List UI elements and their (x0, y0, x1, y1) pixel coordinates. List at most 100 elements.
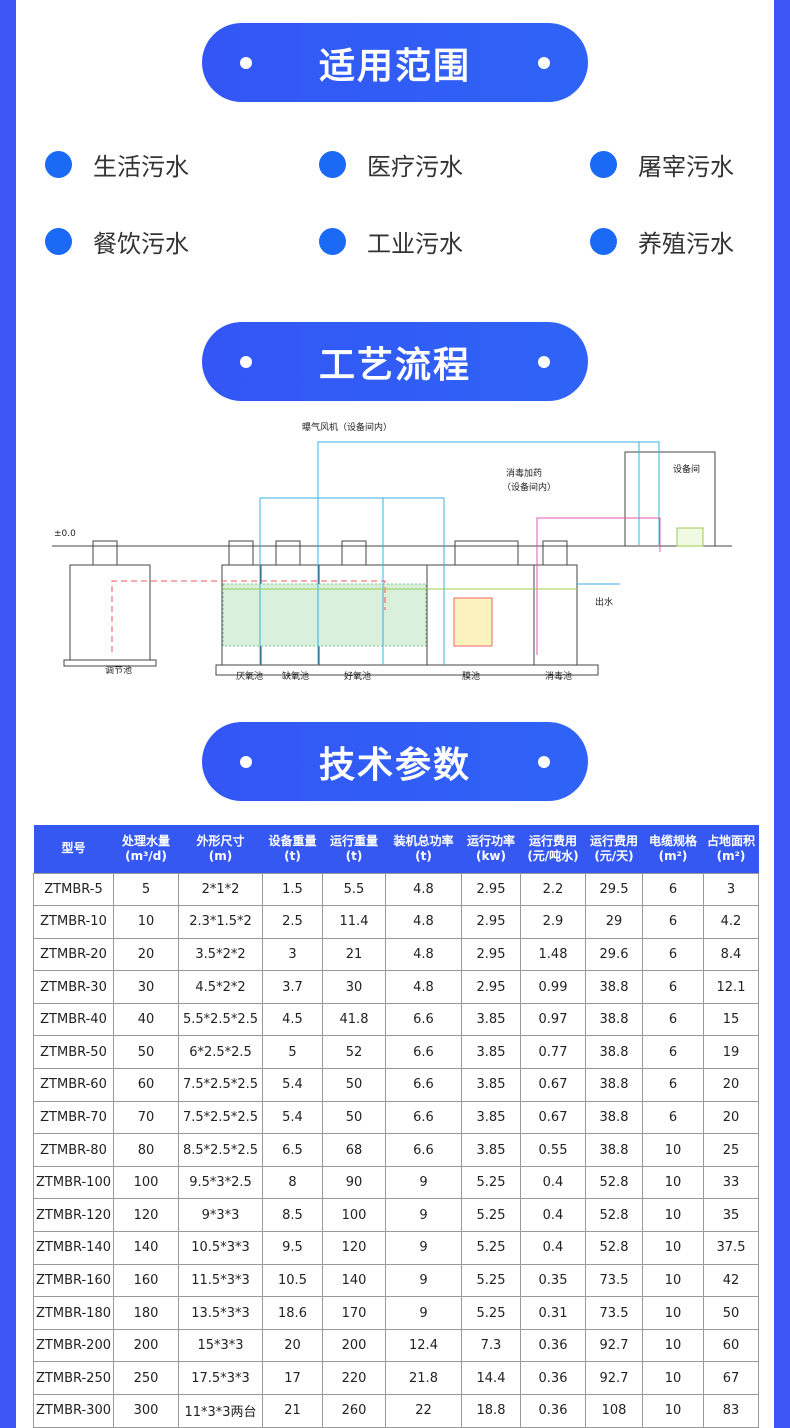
header-unit: (kw) (475, 848, 507, 863)
table-cell: 3.85 (461, 1002, 521, 1037)
table-cell: 3 (262, 937, 323, 972)
header-title: 运行费用 (528, 833, 577, 848)
table-cell: 0.77 (520, 1035, 586, 1070)
header-title: 处理水量 (121, 833, 170, 848)
table-cell: 6 (642, 970, 704, 1004)
table-cell: 140 (322, 1263, 386, 1298)
table-cell: 6 (642, 1100, 704, 1135)
table-cell: ZTMBR-160 (33, 1263, 114, 1298)
column-header: 运行费用 (元/天) (585, 825, 643, 873)
column-header: 运行费用 (元/吨水) (520, 825, 586, 873)
table-cell: 52.8 (585, 1198, 643, 1233)
table-cell: 2.9 (520, 905, 586, 939)
table-row: ZTMBR-180 180 13.5*3*3 18.6 170 9 5.25 0.31 73.5… (33, 1296, 759, 1330)
header-unit: (元/天) (594, 848, 634, 863)
tank-label: 厌氧池 (236, 672, 264, 682)
table-cell: 22 (385, 1394, 462, 1428)
table-cell: 180 (113, 1296, 179, 1330)
table-cell: 40 (113, 1002, 179, 1037)
table-row: ZTMBR-70 70 7.5*2.5*2.5 5.4 50 6.6 3.85 0.67 38.… (33, 1100, 759, 1135)
table-cell: 1.5 (262, 872, 323, 907)
table-cell: ZTMBR-70 (33, 1100, 114, 1135)
header-title: 运行功率 (466, 833, 515, 848)
table-cell: 10 (642, 1165, 704, 1200)
table-cell: 120 (322, 1231, 386, 1265)
table-cell: 0.55 (520, 1133, 586, 1167)
table-cell: 38.8 (585, 1002, 643, 1037)
table-cell: 29.6 (585, 937, 643, 972)
table-row: ZTMBR-40 40 5.5*2.5*2.5 4.5 41.8 6.6 3.85 0.97 3… (33, 1002, 759, 1037)
table-cell: 6 (642, 905, 704, 939)
column-header: 运行重量 (t) (322, 825, 386, 873)
table-cell: 41.8 (322, 1002, 386, 1037)
table-cell: 4.2 (703, 905, 759, 939)
table-cell: 1.48 (520, 937, 586, 972)
table-cell: 9.5 (262, 1231, 323, 1265)
table-cell: 7.3 (461, 1328, 521, 1363)
header-title: 外形尺寸 (196, 833, 245, 848)
scope-item-label: 生活污水 (93, 153, 189, 181)
table-cell: 37.5 (703, 1231, 759, 1265)
column-header: 设备重量 (t) (262, 825, 323, 873)
table-cell: 50 (322, 1068, 386, 1102)
table-cell: ZTMBR-50 (33, 1035, 114, 1070)
table-row: ZTMBR-250 250 17.5*3*3 17 220 21.8 14.4 0.36 92.… (33, 1361, 759, 1395)
table-cell: 35 (703, 1198, 759, 1233)
table-cell: 6*2.5*2.5 (178, 1035, 263, 1070)
header-title: 占地面积 (706, 833, 755, 848)
table-cell: 42 (703, 1263, 759, 1298)
table-cell: 8 (262, 1165, 323, 1200)
table-cell: 3.85 (461, 1133, 521, 1167)
table-cell: 29 (585, 905, 643, 939)
table-cell: ZTMBR-140 (33, 1231, 114, 1265)
table-cell: 6 (642, 1068, 704, 1102)
table-row: ZTMBR-100 100 9.5*3*2.5 8 90 9 5.25 0.4 52.8 10 33 (33, 1165, 759, 1200)
table-cell: 4.8 (385, 937, 462, 972)
section-title: 适用范围 (318, 45, 471, 87)
table-cell: 9 (385, 1165, 462, 1200)
table-cell: ZTMBR-120 (33, 1198, 114, 1233)
scope-item: 屠宰污水 (590, 147, 734, 182)
table-cell: 21.8 (385, 1361, 462, 1395)
table-cell: 6 (642, 1035, 704, 1070)
table-cell: 0.4 (520, 1231, 586, 1265)
process-diagram: 曝气风机（设备间内） 消毒加药 （设备间内） 设备间 ±0.0 出水 (52, 421, 732, 676)
table-cell: 10 (642, 1361, 704, 1395)
table-cell: 100 (113, 1165, 179, 1200)
table-cell: 200 (113, 1328, 179, 1363)
table-cell: 9 (385, 1263, 462, 1298)
column-header: 电缆规格 (m²) (642, 825, 704, 873)
header-unit: (t) (415, 848, 432, 863)
table-cell: 12.1 (703, 970, 759, 1004)
table-row: ZTMBR-10 10 2.3*1.5*2 2.5 11.4 4.8 2.95 2.9 29 6 4… (33, 905, 759, 939)
table-cell: 10 (642, 1328, 704, 1363)
table-cell: 21 (262, 1394, 323, 1428)
table-cell: 5.5*2.5*2.5 (178, 1002, 263, 1037)
table-row: ZTMBR-120 120 9*3*3 8.5 100 9 5.25 0.4 52.8 10 35 (33, 1198, 759, 1233)
table-cell: 6 (642, 937, 704, 972)
table-cell: 2.5 (262, 905, 323, 939)
table-cell: ZTMBR-100 (33, 1165, 114, 1200)
table-cell: 6.6 (385, 1002, 462, 1037)
table-cell: 9 (385, 1198, 462, 1233)
table-cell: 38.8 (585, 1133, 643, 1167)
header-unit: (t) (345, 848, 363, 863)
table-cell: ZTMBR-250 (33, 1361, 114, 1395)
table-cell: 19 (703, 1035, 759, 1070)
table-cell: 5.4 (262, 1100, 323, 1135)
table-cell: 108 (585, 1394, 643, 1428)
table-cell: ZTMBR-60 (33, 1068, 114, 1102)
section-header-scope: 适用范围 (202, 23, 588, 102)
table-cell: 73.5 (585, 1263, 643, 1298)
table-cell: 18.6 (262, 1296, 323, 1330)
table-cell: 52 (322, 1035, 386, 1070)
scope-item: 餐饮污水 (45, 224, 189, 259)
table-cell: 50 (113, 1035, 179, 1070)
table-cell: 5.5 (322, 872, 386, 907)
table-cell: 2.95 (461, 937, 521, 972)
scope-item: 养殖污水 (590, 224, 734, 259)
table-cell: 4.8 (385, 970, 462, 1004)
table-cell: 3.7 (262, 970, 323, 1004)
table-cell: 9 (385, 1296, 462, 1330)
table-cell: 2.95 (461, 970, 521, 1004)
